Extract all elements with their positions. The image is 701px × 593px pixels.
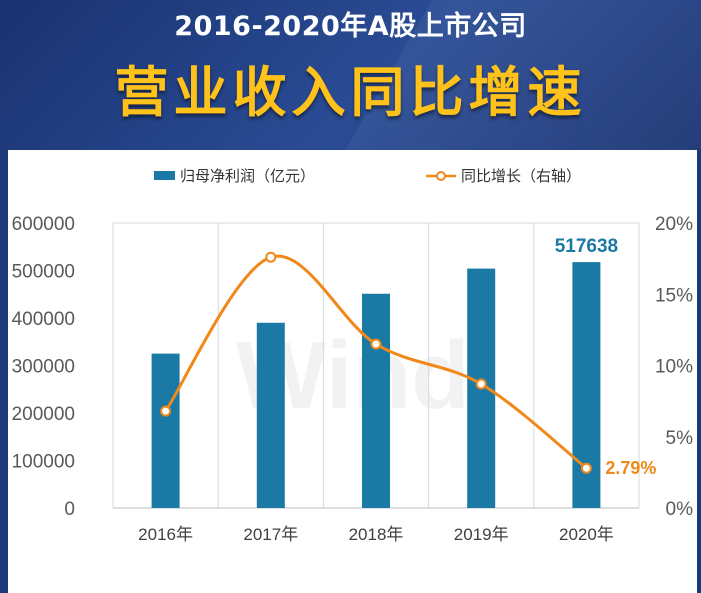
bar [151,353,180,508]
y-right-tick-label: 5% [666,428,694,449]
legend-line-marker [436,171,446,181]
growth-line [164,254,588,470]
y-left-tick-label: 500000 [12,262,75,283]
legend-bar-label: 归母净利润（亿元） [180,168,315,185]
title-line1: 2016-2020年A股上市公司 [174,11,527,42]
combo-chart: Wind 归母净利润（亿元） 同比增长（右轴） 0100000200000300… [12,168,694,544]
y-right-tick-label: 20% [655,214,693,235]
y-left-tick-label: 600000 [12,214,75,235]
y-right-tick-label: 15% [655,285,693,306]
y-left-tick-label: 100000 [12,452,75,473]
y-left-tick-label: 200000 [12,404,75,425]
y-right-tick-label: 10% [655,357,693,378]
y-left-tick-label: 400000 [12,309,75,330]
x-tick-label: 2020年 [559,525,614,544]
header-banner: 2016-2020年A股上市公司 营业收入同比增速 [0,0,701,150]
bar [362,293,390,508]
x-tick-label: 2019年 [454,525,509,544]
x-tick-label: 2018年 [349,525,404,544]
y-right-tick-label: 0% [666,499,694,520]
x-tick-label: 2016年 [138,525,193,544]
y-left-tick-label: 0 [64,499,75,520]
legend-line-label: 同比增长（右轴） [461,168,581,185]
y-left-tick-label: 300000 [12,357,75,378]
title-line2: 营业收入同比增速 [114,61,587,124]
line-value-label: 2.79% [605,458,656,478]
line-point [580,462,592,474]
line-point [475,378,487,390]
legend-bar-swatch [154,171,175,180]
bar [256,322,285,508]
line-point [160,405,172,417]
bar-value-label: 517638 [555,236,618,257]
x-tick-label: 2017年 [243,525,298,544]
line-point [265,251,277,263]
legend: 归母净利润（亿元） 同比增长（右轴） [154,168,581,185]
line-point [370,338,382,350]
chart-panel: Wind 归母净利润（亿元） 同比增长（右轴） 0 100000 200000 300… [8,150,697,593]
